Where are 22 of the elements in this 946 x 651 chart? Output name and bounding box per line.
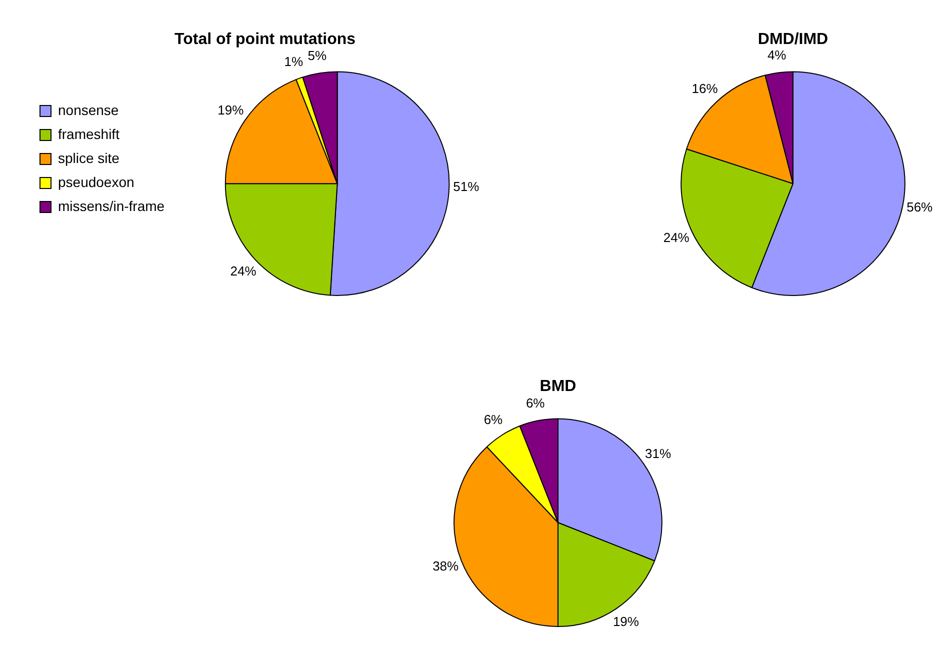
data-label: 6% <box>526 395 546 410</box>
chart-title: Total of point mutations <box>174 31 356 48</box>
legend-label: missens/in-frame <box>58 198 165 214</box>
data-label: 6% <box>484 412 504 428</box>
legend-label: splice site <box>58 150 120 166</box>
data-label: 24% <box>230 263 257 278</box>
data-label: 4% <box>767 47 787 62</box>
data-label: 1% <box>284 54 304 69</box>
data-label: 31% <box>644 446 672 462</box>
legend-label: pseudoexon <box>58 174 134 190</box>
data-label: 19% <box>612 614 640 630</box>
data-label: 38% <box>432 558 460 574</box>
data-label: 24% <box>663 230 690 246</box>
data-label: 16% <box>692 81 718 96</box>
data-label: 51% <box>453 179 480 194</box>
data-label: 56% <box>906 199 934 214</box>
legend-label: nonsense <box>58 102 119 118</box>
legend-label: frameshift <box>58 126 120 142</box>
chart-title: DMD/IMD <box>758 31 828 48</box>
chart-title: BMD <box>540 378 576 396</box>
data-label: 19% <box>218 102 244 118</box>
data-label: 5% <box>308 48 327 63</box>
